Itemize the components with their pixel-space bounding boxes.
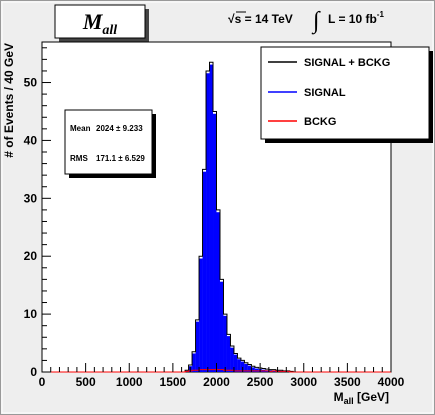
y-tick-label: 0 (30, 365, 37, 379)
x-tick-label: 500 (76, 375, 96, 389)
histogram-bars (185, 64, 294, 373)
stats-mean-label: Mean (70, 124, 91, 133)
bar-signal (213, 113, 217, 372)
y-axis: 0 10 20 30 40 50 (24, 47, 51, 379)
x-tick-label: 0 (39, 375, 46, 389)
bar-signal (233, 354, 238, 372)
bar-signal (216, 212, 220, 372)
bar-signal (240, 361, 245, 372)
stats-rms-label: RMS (70, 154, 88, 163)
bar-signal (195, 321, 200, 372)
legend-label-signal: SIGNAL (304, 87, 346, 99)
title-text: Mall (82, 9, 117, 38)
bar-signal (219, 281, 224, 372)
series-line-signal-plus-bckg (184, 61, 294, 372)
bar-signal (237, 359, 241, 372)
x-tick-label: 2500 (247, 375, 274, 389)
bar-signal (209, 64, 214, 372)
y-axis-label: # of Events / 40 GeV (2, 43, 16, 158)
title-box (54, 4, 146, 39)
bar-signal (223, 315, 227, 372)
bar-signal (199, 258, 203, 372)
y-tick-label: 40 (24, 133, 38, 147)
bar-signal (251, 367, 255, 372)
legend-label-bckg: BCKG (304, 116, 336, 128)
x-tick-label: 3500 (334, 375, 361, 389)
x-tick-label: 2000 (203, 375, 230, 389)
x-tick-label: 1000 (116, 375, 143, 389)
x-tick-label: 4000 (378, 375, 405, 389)
y-tick-label: 20 (24, 249, 38, 263)
stats-mean-value: 2024 ± 9.233 (96, 124, 143, 133)
bar-signal (192, 353, 196, 372)
energy-label: √s = 14 TeV (228, 12, 293, 26)
bar-signal (226, 336, 231, 372)
bar-signal (230, 347, 234, 372)
integral-sign: ∫ (311, 8, 321, 35)
bar-signal (202, 171, 207, 372)
x-axis-label: Mall [GeV] (334, 390, 389, 406)
stats-rms-value: 171.1 ± 6.529 (96, 154, 145, 163)
y-tick-label: 50 (24, 76, 38, 90)
bar-signal (244, 363, 248, 372)
series-line-bckg (42, 369, 391, 373)
x-axis: 0 500 1000 1500 2000 2500 3000 3500 4000 (39, 363, 405, 389)
bar-signal (254, 368, 259, 372)
x-tick-label: 3000 (290, 375, 317, 389)
bar-signal (247, 365, 252, 372)
luminosity-label: L = 10 fb-1 (328, 10, 384, 26)
legend-label-signal-plus-bckg: SIGNAL + BCKG (304, 57, 390, 69)
y-tick-label: 30 (24, 191, 38, 205)
bar-signal (272, 370, 276, 372)
bar-signal (206, 73, 210, 373)
x-tick-label: 1500 (160, 375, 187, 389)
stats-box (64, 109, 153, 175)
y-tick-label: 10 (24, 307, 38, 321)
